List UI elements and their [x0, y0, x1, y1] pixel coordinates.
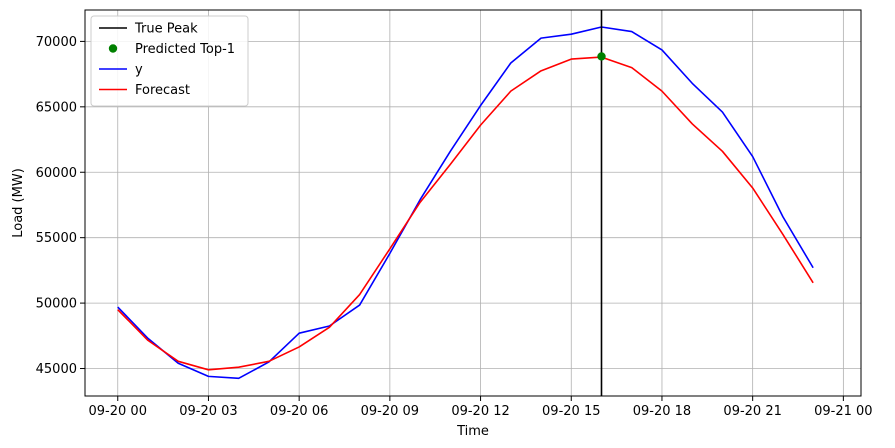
- legend-label: Forecast: [135, 83, 190, 98]
- grid: [85, 10, 861, 396]
- y-tick-label: 65000: [36, 100, 77, 115]
- y-tick-label: 60000: [36, 166, 77, 181]
- y-tick-label: 55000: [36, 231, 77, 246]
- y-tick-label: 70000: [36, 35, 77, 50]
- y-tick-label: 45000: [36, 362, 77, 377]
- x-tick-label: 09-20 00: [89, 404, 147, 419]
- x-tick-label: 09-20 06: [270, 404, 328, 419]
- x-tick-label: 09-20 18: [633, 404, 691, 419]
- x-tick-label: 09-20 03: [179, 404, 237, 419]
- legend-label: True Peak: [134, 22, 198, 37]
- series-line-forecast: [117, 56, 814, 371]
- legend-label: y: [135, 63, 143, 78]
- x-tick-label: 09-20 12: [451, 404, 509, 419]
- x-axis: 09-20 00 09-20 03 09-20 06 09-20 09 09-20 12…: [89, 396, 873, 419]
- legend: True Peak Predicted Top-1 y Forecast: [90, 15, 249, 107]
- x-tick-label: 09-21 00: [814, 404, 872, 419]
- predicted-top-1-point: [597, 52, 606, 61]
- series-line-y: [117, 26, 814, 380]
- legend-box: [90, 15, 249, 107]
- x-tick-label: 09-20 21: [723, 404, 781, 419]
- y-axis-label: Load (MW): [11, 168, 26, 238]
- legend-swatch: [108, 44, 118, 53]
- x-tick-label: 09-20 15: [542, 404, 600, 419]
- x-axis-label: Time: [456, 424, 489, 439]
- y-tick-label: 50000: [36, 297, 77, 312]
- x-tick-label: 09-20 09: [361, 404, 419, 419]
- y-axis: 45000 50000 55000 60000 65000 70000: [36, 35, 85, 377]
- legend-label: Predicted Top-1: [135, 42, 235, 57]
- series-layer: [117, 10, 814, 396]
- plot-frame: [84, 9, 862, 397]
